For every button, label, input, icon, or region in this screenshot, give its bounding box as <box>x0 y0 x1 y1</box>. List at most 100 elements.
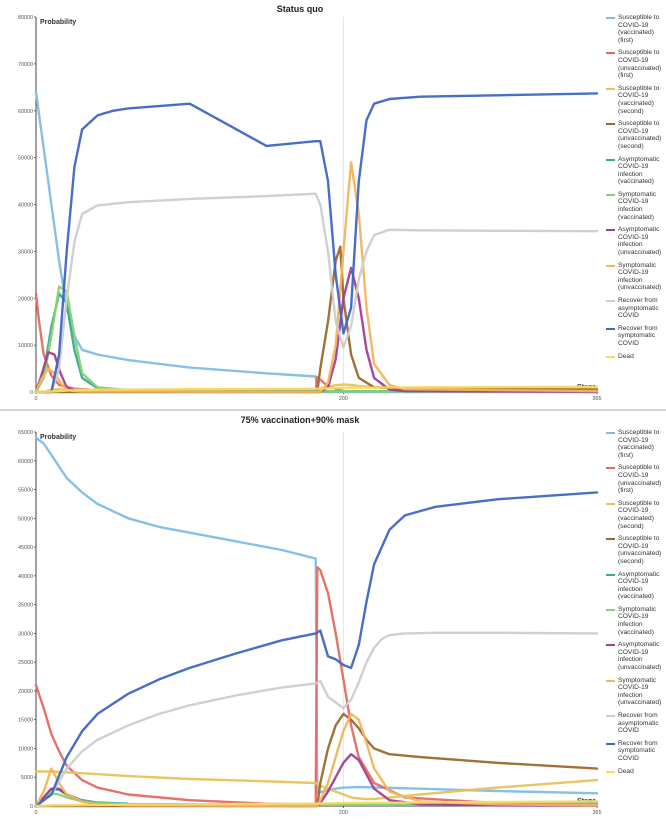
legend-label: Symptomatic COVID-19 infection (unvaccin… <box>618 676 662 707</box>
legend-label: Susceptible to COVID-19 (unvaccinated) (… <box>618 535 662 565</box>
series-line-dead <box>34 385 599 394</box>
y-tick-label: 0 <box>30 804 33 810</box>
legend-item[interactable]: Susceptible to COVID-19 (unvaccinated) (… <box>606 120 664 150</box>
series-line-susceptible-to-covid-19-unvaccinated-first <box>34 565 599 806</box>
series-line-recover-from-symptomatic-covid <box>34 92 599 394</box>
legend-item[interactable]: Susceptible to COVID-19 (vaccinated) (se… <box>606 85 664 115</box>
legend-swatch <box>606 502 615 505</box>
legend-swatch <box>606 355 615 358</box>
series-line-susceptible-to-covid-19-vaccinated-first <box>34 436 599 795</box>
legend-label: Susceptible to COVID-19 (vaccinated) (se… <box>618 84 660 115</box>
legend-item[interactable]: Dead <box>606 353 664 361</box>
series-line-susceptible-to-covid-19-vaccinated-first <box>34 90 599 394</box>
legend-label: Susceptible to COVID-19 (unvaccinated) (… <box>618 464 662 495</box>
y-tick-label: 15000 <box>18 718 33 724</box>
legend-item[interactable]: Asymptomatic COVID-19 infection (vaccina… <box>606 571 664 601</box>
legend-swatch <box>606 770 615 773</box>
y-tick-label: 10000 <box>18 746 33 752</box>
legend-item[interactable]: Symptomatic COVID-19 infection (unvaccin… <box>606 262 664 292</box>
legend-swatch <box>606 264 615 267</box>
legend-label: Symptomatic COVID-19 infection (vaccinat… <box>618 605 657 636</box>
y-tick-label: 25000 <box>18 660 33 666</box>
legend-item[interactable]: Asymptomatic COVID-19 infection (unvacci… <box>606 226 664 256</box>
y-tick-label: 65000 <box>18 430 33 436</box>
legend-label: Symptomatic COVID-19 infection (unvaccin… <box>618 261 662 292</box>
y-tick-label: 20000 <box>18 689 33 695</box>
legend-item[interactable]: Susceptible to COVID-19 (vaccinated) (fi… <box>606 14 664 44</box>
legend-label: Asymptomatic COVID-19 infection (unvacci… <box>618 226 662 257</box>
series-line-susceptible-to-covid-19-unvaccinated-second <box>34 245 599 394</box>
legend-label: Recover from asymptomatic COVID <box>618 712 659 735</box>
legend-label: Symptomatic COVID-19 infection (vaccinat… <box>618 190 657 221</box>
y-axis-label: Probability <box>40 19 76 26</box>
series-line-asymptomatic-covid-19-infection-unvaccinated <box>34 753 599 808</box>
x-tick-label: 0 <box>35 396 38 402</box>
legend-swatch <box>606 644 615 647</box>
legend-item[interactable]: Asymptomatic COVID-19 infection (unvacci… <box>606 641 664 671</box>
series-line-asymptomatic-covid-19-infection-unvaccinated <box>34 266 599 394</box>
legend-label: Recover from symptomatic COVID <box>618 324 658 347</box>
legend-item[interactable]: Susceptible to COVID-19 (unvaccinated) (… <box>606 464 664 494</box>
legend-swatch <box>606 300 615 302</box>
x-tick-label: 0 <box>35 810 38 816</box>
y-tick-label: 80000 <box>18 15 33 21</box>
y-tick-label: 40000 <box>18 574 33 580</box>
legend-label: Susceptible to COVID-19 (vaccinated) (se… <box>618 499 660 530</box>
legend-label: Recover from symptomatic COVID <box>618 739 658 762</box>
legend-item[interactable]: Recover from asymptomatic COVID <box>606 297 664 320</box>
legend-swatch <box>606 742 615 745</box>
legend-swatch <box>606 327 615 330</box>
series-line-susceptible-to-covid-19-unvaccinated-second <box>34 712 599 808</box>
legend-item[interactable]: Susceptible to COVID-19 (vaccinated) (fi… <box>606 429 664 459</box>
y-tick-label: 40000 <box>18 203 33 209</box>
legend-item[interactable]: Recover from asymptomatic COVID <box>606 712 664 735</box>
legend-item[interactable]: Susceptible to COVID-19 (vaccinated) (se… <box>606 500 664 530</box>
x-tick-label: 365 <box>593 396 602 402</box>
chart-title: Status quo <box>276 4 324 14</box>
y-tick-label: 30000 <box>18 249 33 255</box>
legend-item[interactable]: Susceptible to COVID-19 (unvaccinated) (… <box>606 535 664 565</box>
legend-label: Asymptomatic COVID-19 infection (unvacci… <box>618 641 662 672</box>
chart-panel-vaccination-mask: 75% vaccination+90% mask 0 5000 10000 15000… <box>0 409 666 823</box>
legend-label: Asymptomatic COVID-19 infection (vaccina… <box>618 570 660 601</box>
legend-swatch <box>606 538 615 541</box>
y-tick-label: 55000 <box>18 488 33 494</box>
y-tick-label: 45000 <box>18 545 33 551</box>
legend-item[interactable]: Dead <box>606 768 664 776</box>
legend-swatch <box>606 229 615 232</box>
x-tick-label: 200 <box>339 396 348 402</box>
y-tick-label: 30000 <box>18 631 33 637</box>
legend-label: Susceptible to COVID-19 (vaccinated) (fi… <box>618 14 660 44</box>
x-tick-label: 365 <box>593 810 602 816</box>
legend-swatch <box>606 715 615 717</box>
legend-label: Susceptible to COVID-19 (unvaccinated) (… <box>618 120 662 150</box>
legend-item[interactable]: Recover from symptomatic COVID <box>606 740 664 763</box>
legend-item[interactable]: Recover from symptomatic COVID <box>606 325 664 348</box>
legend-swatch <box>606 123 615 126</box>
legend-label: Susceptible to COVID-19 (unvaccinated) (… <box>618 49 662 80</box>
legend-swatch <box>606 17 615 19</box>
series-line-recover-from-asymptomatic-covid <box>34 631 599 808</box>
chart-legend: Susceptible to COVID-19 (vaccinated) (fi… <box>606 429 664 780</box>
y-tick-label: 20000 <box>18 296 33 302</box>
legend-item[interactable]: Asymptomatic COVID-19 infection (vaccina… <box>606 156 664 186</box>
chart-panel-status-quo: Status quo 0 10000 20000 30000 40000 50000 600… <box>0 0 666 409</box>
legend-item[interactable]: Symptomatic COVID-19 infection (vaccinat… <box>606 606 664 636</box>
y-tick-label: 50000 <box>18 516 33 522</box>
series-line-recover-from-symptomatic-covid <box>34 491 599 808</box>
legend-label: Dead <box>618 352 634 360</box>
legend-item[interactable]: Symptomatic COVID-19 infection (unvaccin… <box>606 677 664 707</box>
y-tick-label: 60000 <box>18 459 33 465</box>
y-tick-label: 70000 <box>18 62 33 68</box>
legend-label: Recover from asymptomatic COVID <box>618 297 659 320</box>
y-tick-label: 35000 <box>18 603 33 609</box>
legend-item[interactable]: Susceptible to COVID-19 (unvaccinated) (… <box>606 49 664 79</box>
y-tick-label: 60000 <box>18 109 33 115</box>
x-tick-label: 200 <box>339 810 348 816</box>
legend-item[interactable]: Symptomatic COVID-19 infection (vaccinat… <box>606 191 664 221</box>
legend-label: Dead <box>618 767 634 775</box>
legend-swatch <box>606 52 615 55</box>
legend-label: Asymptomatic COVID-19 infection (vaccina… <box>618 155 660 186</box>
legend-swatch <box>606 679 615 682</box>
line-chart-status-quo: 0 10000 20000 30000 40000 50000 60000 70000 8000… <box>18 15 602 402</box>
